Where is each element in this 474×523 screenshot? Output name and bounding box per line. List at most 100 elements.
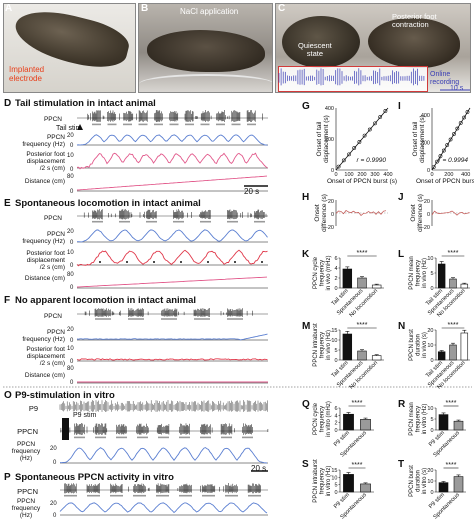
panel-o-title: P9-stimulation in vitro bbox=[15, 390, 115, 401]
panel-k-ylabel: in vivo (mHz) bbox=[326, 255, 332, 290]
panel-q-ytick: 4 bbox=[334, 413, 337, 419]
panel-i-ytick: 0 bbox=[427, 168, 430, 174]
burst-marker bbox=[119, 220, 130, 223]
panel-m-ytick: 15 bbox=[331, 328, 337, 334]
panel-h-ytick: -20 bbox=[326, 225, 334, 231]
panel-letter-n: N bbox=[398, 321, 406, 332]
panel-r-ytick: 5 bbox=[430, 417, 433, 423]
panel-i-point bbox=[452, 132, 456, 136]
panel-r-ytick: 0 bbox=[430, 428, 433, 434]
panel-r-ylabel: PPCN mean bbox=[409, 402, 415, 435]
panel-g-point bbox=[378, 115, 383, 119]
panel-n-significance-stars: **** bbox=[448, 322, 459, 329]
panel-letter-j: J bbox=[398, 192, 404, 203]
panel-h-ylabel: Onset bbox=[314, 204, 321, 222]
dish-rim bbox=[139, 74, 272, 92]
panel-e-ppcn-trace bbox=[83, 209, 267, 220]
panel-g-xtick: 200 bbox=[357, 172, 366, 178]
burst-marker bbox=[161, 318, 177, 320]
panel-l-bar-2 bbox=[460, 283, 469, 289]
panel-q-ytick: 6 bbox=[334, 406, 337, 412]
panel-l-bar-0 bbox=[437, 263, 446, 289]
panel-f-tick-80: 80 bbox=[67, 366, 74, 372]
panel-d-ppcn-trace-burst-markers bbox=[92, 123, 256, 126]
panel-o-row-frequency: PPCN frequency (Hz) bbox=[11, 441, 41, 462]
panel-j-ytick: 0 bbox=[427, 212, 430, 218]
panel-e-tick-0a: 0 bbox=[70, 240, 74, 246]
online-recording-trace bbox=[278, 68, 425, 86]
panel-p-ppcn-trace bbox=[64, 483, 261, 494]
panel-letter-k: K bbox=[302, 249, 310, 260]
burst-marker bbox=[185, 123, 194, 126]
burst-marker bbox=[216, 123, 225, 126]
panel-p-title: Spontaneous PPCN activity in vitro bbox=[15, 472, 174, 483]
panel-i-r-value: r = 0.9994 bbox=[439, 157, 469, 164]
panel-d-row-ppcn: PPCN bbox=[43, 116, 62, 123]
panel-f-row-frequency: PPCN frequency (Hz) bbox=[22, 329, 65, 343]
panel-i-point bbox=[441, 148, 446, 153]
panel-o-scale-label: 20 s bbox=[251, 464, 267, 473]
panel-i-point bbox=[458, 121, 463, 125]
panel-e-tick-10: 10 bbox=[67, 250, 74, 256]
panel-d-row-displacement: Posterior foot displacement /2 s (cm) bbox=[26, 151, 65, 172]
panel-r-bar-0 bbox=[438, 414, 449, 431]
panel-k-bar-2 bbox=[371, 284, 382, 289]
panel-h-ylabel: difference (s) bbox=[321, 194, 328, 232]
burst-marker bbox=[158, 436, 169, 439]
panel-s-ytick: 15 bbox=[331, 468, 337, 474]
panel-t-ytick: 10 bbox=[427, 479, 433, 485]
panel-i-point bbox=[435, 159, 439, 164]
panel-k-ylabel: PPCN cycle bbox=[313, 256, 319, 289]
burst-marker bbox=[202, 494, 215, 497]
panel-d-tick-0c: 0 bbox=[70, 189, 74, 195]
burst-marker bbox=[116, 436, 127, 439]
panel-p-tick-20: 20 bbox=[50, 501, 57, 507]
panel-d-title: Tail stimulation in intact animal bbox=[15, 98, 156, 109]
burst-marker bbox=[254, 220, 265, 223]
panel-i-point bbox=[445, 143, 450, 147]
panel-m-ytick: 5 bbox=[334, 348, 337, 354]
panel-q-ytick: 2 bbox=[334, 421, 337, 427]
panel-g-ytick: 0 bbox=[331, 168, 334, 174]
panel-s-significance-stars: **** bbox=[352, 462, 363, 469]
panel-t-ytick: 20 bbox=[427, 468, 433, 474]
panel-n-ytick: 20 bbox=[427, 328, 433, 334]
panel-p-row-ppcn: PPCN bbox=[17, 487, 38, 496]
panel-s-bar-0 bbox=[343, 474, 354, 493]
panel-d-scale-label: 20 s bbox=[244, 187, 260, 196]
panel-d-row-frequency: PPCN frequency (Hz) bbox=[22, 134, 65, 148]
burst-marker bbox=[179, 494, 192, 497]
burst-marker bbox=[221, 436, 232, 439]
panel-p-row-frequency: PPCN frequency (Hz) bbox=[11, 498, 41, 519]
panel-m-ylabel: in vivo (Hz) bbox=[326, 330, 332, 360]
sea-hare-quiescent bbox=[282, 16, 360, 68]
panel-m-bar-0 bbox=[342, 333, 353, 361]
panel-t-ytick: 0 bbox=[430, 490, 433, 496]
panel-e-row-distance: Distance (cm) bbox=[24, 275, 65, 282]
panel-g-point bbox=[362, 133, 367, 138]
panel-j-ylabel: Onset bbox=[410, 204, 417, 222]
burst-marker bbox=[242, 436, 253, 439]
panel-i-point bbox=[448, 137, 453, 142]
panel-e-row-ppcn: PPCN bbox=[43, 215, 62, 222]
panel-g-xtick: 100 bbox=[344, 172, 353, 178]
panel-g-point bbox=[352, 146, 357, 150]
panel-p-frequency-trace bbox=[59, 502, 268, 514]
panel-i-ylabel: displacement (s) bbox=[419, 115, 426, 163]
panel-j-ytick: -20 bbox=[422, 225, 430, 231]
panel-e-row-displacement: Posterior foot displacement /2 s (cm) bbox=[26, 250, 65, 271]
panel-o-tick-0: 0 bbox=[53, 460, 57, 466]
panel-g-xlabel: Onset of PPCN burst (s) bbox=[327, 178, 397, 185]
burst-marker bbox=[87, 494, 100, 497]
panel-s-ytick: 10 bbox=[331, 475, 337, 481]
burst-marker bbox=[227, 318, 243, 320]
panel-f-row-distance: Distance (cm) bbox=[24, 372, 65, 379]
sea-hare-body-b bbox=[147, 30, 265, 72]
panel-f-row-displacement: Posterior foot displacement /2 s (cm) bbox=[26, 346, 65, 367]
panel-f-tick-20: 20 bbox=[67, 327, 74, 333]
burst-marker bbox=[200, 436, 211, 439]
panel-k-significance-stars: **** bbox=[357, 250, 368, 257]
panel-o-row-ppcn: PPCN bbox=[17, 427, 38, 436]
panel-s-ylabel: frequency bbox=[320, 468, 326, 494]
